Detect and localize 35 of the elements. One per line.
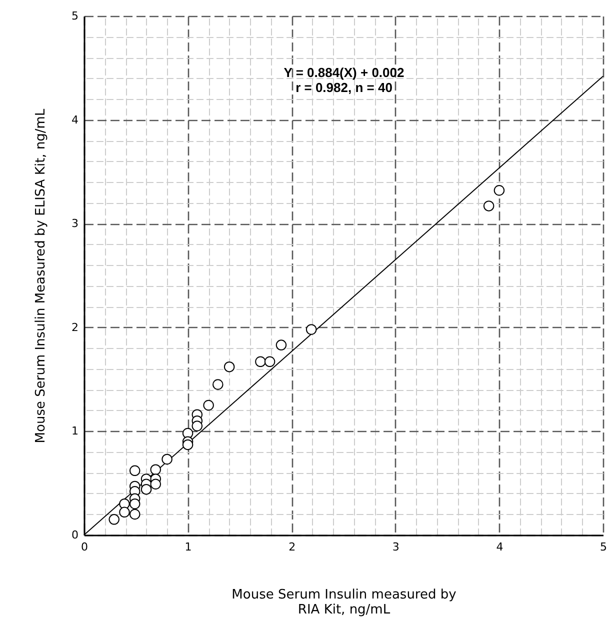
- x-tick-label: 5: [600, 540, 607, 554]
- point: [264, 356, 276, 368]
- y-tick-label: 4: [72, 113, 78, 126]
- x-axis-title: Mouse Serum Insulin measured by RIA Kit, ng/mL: [232, 588, 457, 618]
- point: [212, 379, 224, 390]
- point: [129, 508, 140, 520]
- x-tick-label: 4: [496, 540, 504, 554]
- point: [192, 420, 203, 432]
- point: [150, 478, 161, 490]
- point: [494, 185, 505, 196]
- point: [306, 324, 317, 335]
- annotation: r = 0.982, n = 40: [296, 80, 392, 95]
- point: [224, 361, 235, 372]
- point: [129, 498, 140, 510]
- x-tick-label: 0: [81, 540, 88, 554]
- point: [108, 514, 120, 525]
- point: [276, 340, 287, 350]
- y-tick-label: 0: [72, 528, 78, 542]
- point: [129, 465, 140, 476]
- x-tick-label: 1: [184, 540, 192, 554]
- point: [483, 200, 494, 212]
- point: [162, 454, 172, 465]
- point: [140, 484, 152, 495]
- point: [182, 439, 194, 450]
- point: [255, 356, 266, 368]
- x-tick-label: 3: [392, 540, 400, 554]
- x-tick-label: 2: [288, 540, 296, 554]
- y-tick-label: 3: [72, 217, 78, 230]
- point: [150, 464, 161, 475]
- y-tick-label: 5: [72, 10, 78, 22]
- y-tick-label: 1: [72, 424, 78, 438]
- y-tick-label: 2: [72, 320, 78, 334]
- y-axis-title: Mouse Serum Insulin Measured by ELISA Kit, ng/mL: [34, 108, 48, 444]
- point: [203, 400, 214, 411]
- point: [119, 506, 130, 518]
